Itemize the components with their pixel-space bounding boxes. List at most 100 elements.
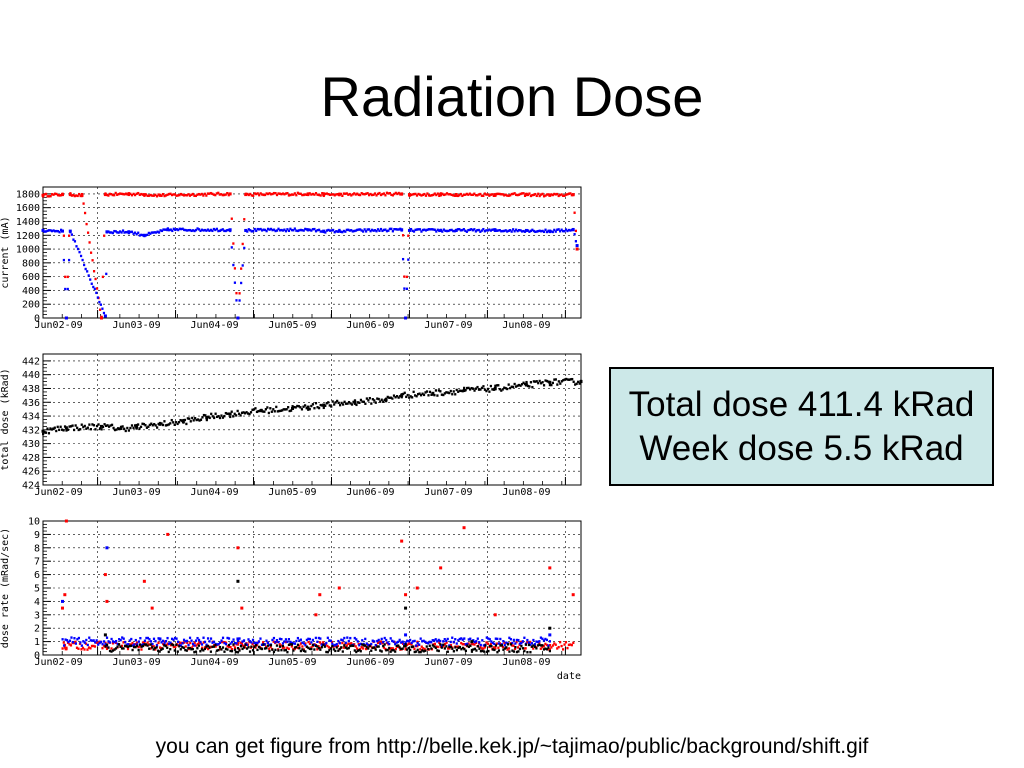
data-point <box>82 425 85 429</box>
data-point <box>85 638 88 642</box>
data-point <box>345 644 348 647</box>
data-point <box>406 648 409 651</box>
data-point <box>489 229 492 232</box>
data-point <box>217 415 220 418</box>
data-point <box>372 193 375 196</box>
data-point <box>424 640 427 644</box>
data-point <box>359 650 362 653</box>
data-point <box>449 389 452 393</box>
data-point <box>224 229 227 233</box>
data-marker <box>142 193 146 197</box>
data-point <box>385 229 389 233</box>
data-point <box>92 639 95 642</box>
data-point <box>267 192 270 196</box>
data-point <box>204 414 207 417</box>
data-point <box>403 645 406 648</box>
data-point <box>83 263 86 267</box>
data-point <box>328 193 332 196</box>
data-point <box>438 641 441 644</box>
data-point <box>510 192 513 196</box>
data-point <box>113 640 116 644</box>
data-point <box>360 229 363 232</box>
data-point <box>538 640 541 643</box>
data-point <box>442 640 445 643</box>
data-point <box>250 194 253 197</box>
data-marker <box>291 406 295 410</box>
data-point <box>232 643 235 646</box>
data-point <box>347 193 350 196</box>
data-point <box>53 426 56 429</box>
data-point <box>111 642 115 645</box>
data-point <box>143 643 146 646</box>
data-point <box>421 640 424 643</box>
data-point <box>345 228 348 232</box>
data-point <box>70 636 73 639</box>
data-point <box>81 258 84 262</box>
y-tick-label: 0 <box>34 651 40 662</box>
data-point <box>514 642 517 645</box>
data-point <box>318 193 321 197</box>
data-point <box>561 648 565 651</box>
data-point <box>302 229 305 232</box>
data-point <box>560 228 563 231</box>
data-point <box>463 642 466 646</box>
data-point <box>301 641 304 644</box>
data-point <box>111 231 114 235</box>
data-point <box>68 643 71 646</box>
data-point <box>290 643 294 646</box>
data-marker <box>103 573 107 577</box>
data-point <box>105 643 109 647</box>
data-marker <box>337 586 341 590</box>
data-point <box>283 646 286 649</box>
data-point <box>89 251 93 254</box>
data-point <box>182 638 186 642</box>
data-point <box>314 229 318 233</box>
data-point <box>166 636 169 640</box>
data-point <box>206 644 210 648</box>
x-tick-label: Jun03-09 <box>112 320 160 331</box>
data-point <box>441 192 444 196</box>
data-point <box>538 229 541 232</box>
data-point <box>528 192 531 195</box>
data-point <box>310 641 313 644</box>
data-point <box>172 638 175 641</box>
data-point <box>319 230 322 233</box>
data-point <box>196 193 199 196</box>
data-point <box>482 194 485 197</box>
data-point <box>485 641 488 644</box>
data-point <box>206 228 210 231</box>
data-point <box>441 230 444 233</box>
data-point <box>504 387 507 390</box>
data-point <box>163 228 167 231</box>
data-point <box>302 649 305 653</box>
data-point <box>132 192 135 196</box>
data-point <box>386 641 389 644</box>
data-point <box>356 401 360 404</box>
data-marker <box>306 192 310 196</box>
data-point <box>179 644 183 647</box>
data-point <box>540 193 543 196</box>
data-point <box>314 644 317 648</box>
data-point <box>362 230 365 233</box>
data-point <box>363 228 366 231</box>
data-marker <box>259 409 263 413</box>
data-point <box>58 428 61 432</box>
data-point <box>557 228 560 231</box>
data-point <box>410 645 413 649</box>
data-point <box>436 645 439 649</box>
data-point <box>474 641 478 645</box>
data-point <box>559 193 562 197</box>
data-point <box>281 646 284 650</box>
data-point <box>412 192 416 196</box>
data-point <box>76 194 79 198</box>
data-point <box>311 638 314 642</box>
data-point <box>551 230 554 234</box>
data-point <box>468 228 471 232</box>
data-marker <box>548 380 552 384</box>
data-point <box>388 646 391 650</box>
data-point <box>341 639 344 642</box>
data-point <box>242 639 246 642</box>
data-point <box>389 650 392 653</box>
data-point <box>157 649 160 652</box>
data-point <box>391 649 394 652</box>
